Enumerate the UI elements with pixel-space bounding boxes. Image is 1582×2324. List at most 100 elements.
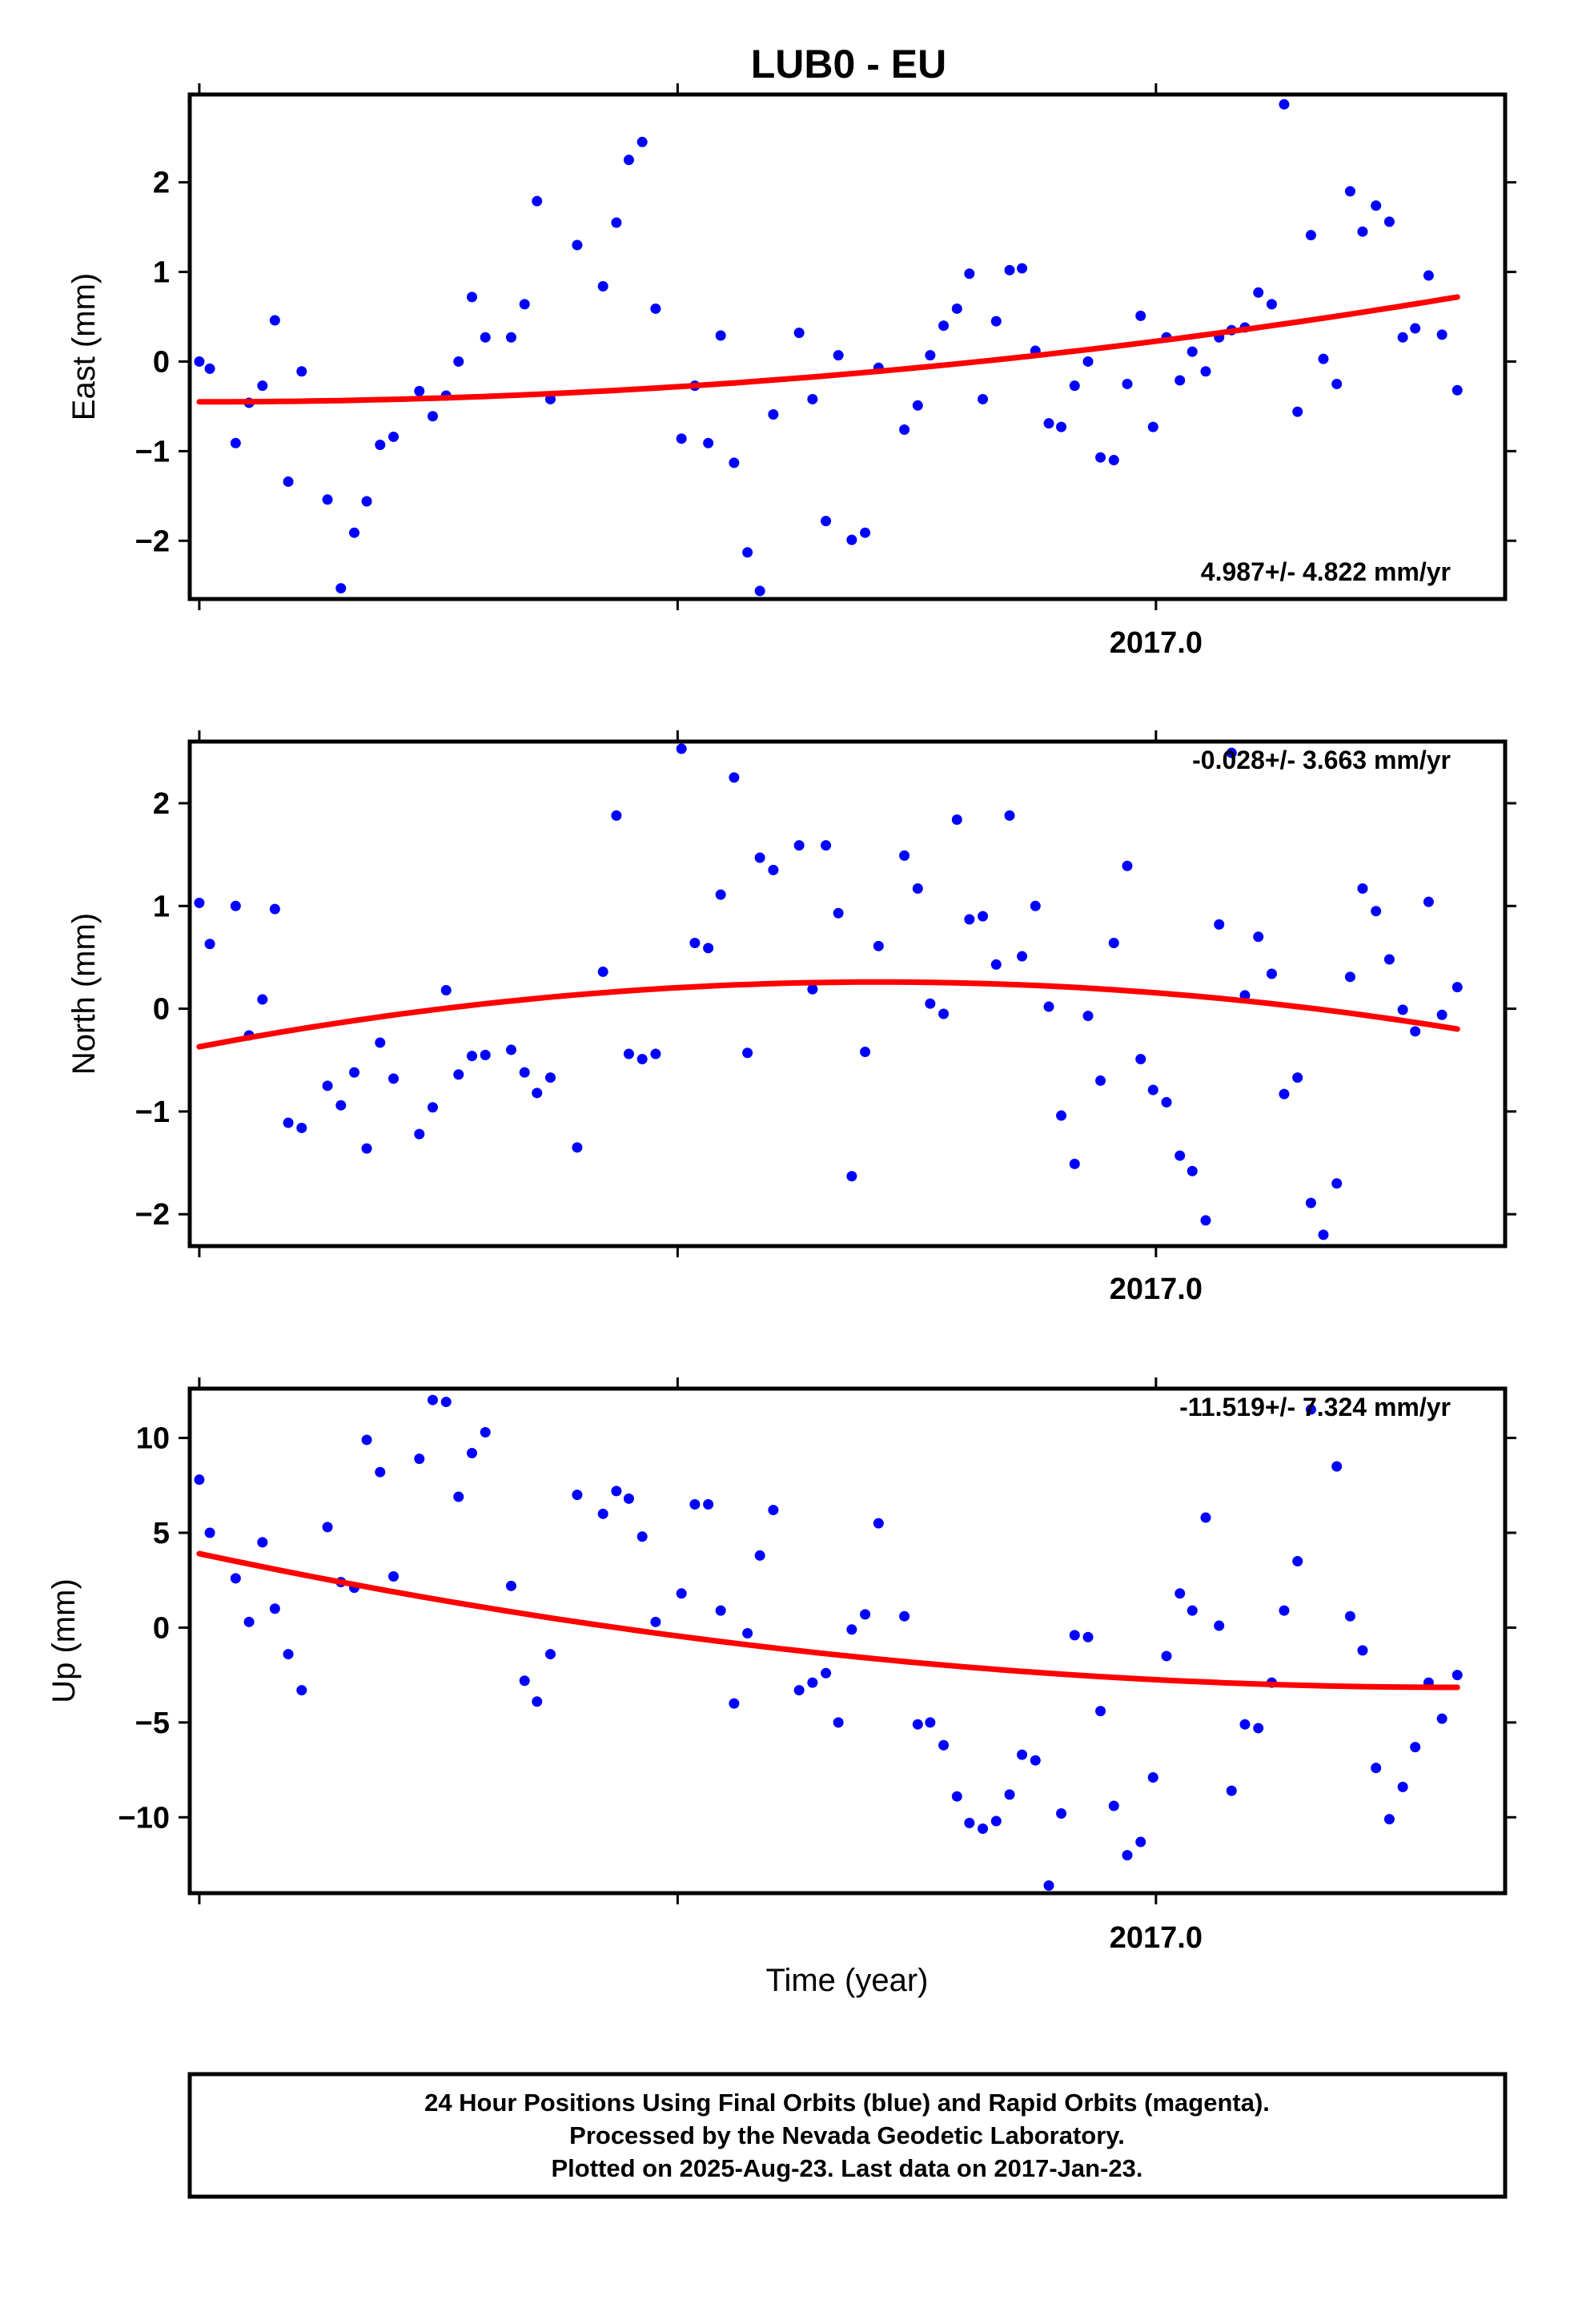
- data-point: [269, 903, 280, 915]
- data-point: [1082, 356, 1094, 367]
- data-point: [1410, 1026, 1421, 1037]
- data-point: [925, 1717, 936, 1728]
- data-point: [793, 840, 805, 851]
- data-point: [480, 332, 491, 343]
- data-point: [1436, 1009, 1447, 1020]
- data-point: [742, 547, 753, 558]
- data-point: [1095, 1075, 1106, 1086]
- data-point: [335, 583, 347, 594]
- data-point: [1279, 1088, 1290, 1100]
- data-point: [544, 1072, 556, 1084]
- data-point: [440, 985, 452, 996]
- data-point: [269, 315, 280, 326]
- data-point: [388, 1073, 400, 1084]
- data-point: [636, 1531, 648, 1542]
- data-point: [257, 380, 268, 392]
- data-point: [1069, 1630, 1080, 1641]
- y-tick-label: −5: [135, 1707, 170, 1740]
- data-point: [204, 363, 215, 374]
- data-point: [1344, 1610, 1355, 1622]
- data-point: [807, 1677, 818, 1688]
- data-point: [873, 940, 884, 951]
- y-tick-label: 1: [153, 890, 170, 923]
- data-point: [807, 983, 818, 995]
- x-tick-label: 2017.0: [1110, 626, 1203, 660]
- data-point: [821, 1667, 832, 1679]
- data-point: [821, 516, 832, 527]
- rate-label: -0.028+/- 3.663 mm/yr: [1192, 746, 1451, 774]
- data-point: [754, 852, 765, 863]
- data-point: [768, 1505, 779, 1516]
- data-point: [742, 1628, 753, 1639]
- data-point: [544, 1649, 556, 1660]
- fit-line: [196, 294, 1460, 405]
- data-point: [636, 1053, 648, 1064]
- data-point: [1279, 99, 1290, 110]
- chart-title: LUB0 - EU: [751, 42, 946, 86]
- data-point: [793, 328, 805, 339]
- data-point: [754, 1550, 765, 1561]
- rate-label: -11.519+/- 7.324 mm/yr: [1179, 1393, 1451, 1421]
- data-point: [1043, 1001, 1054, 1012]
- data-point: [572, 1490, 583, 1501]
- data-point: [1357, 226, 1368, 237]
- data-point: [742, 1047, 753, 1059]
- data-point: [912, 883, 923, 894]
- data-point: [650, 1048, 661, 1059]
- data-point: [1452, 1670, 1463, 1681]
- data-point: [611, 810, 622, 821]
- data-point: [597, 966, 608, 977]
- data-point: [873, 1518, 884, 1529]
- data-point: [375, 1466, 386, 1478]
- north-panel: 2017.0 −2 −1 0 1 2 North (mm) -0.028+/- 3.663 m…: [66, 730, 1516, 1306]
- data-point: [938, 1739, 950, 1751]
- data-point: [1452, 384, 1463, 396]
- data-point: [1095, 452, 1106, 463]
- data-point: [1214, 1620, 1225, 1631]
- data-point: [505, 332, 516, 343]
- y-tick-label: 0: [153, 345, 170, 379]
- data-point: [466, 1051, 477, 1062]
- y-tick-label: −1: [135, 435, 170, 468]
- data-point: [519, 1675, 530, 1687]
- data-point: [689, 937, 701, 948]
- data-point: [1161, 1096, 1172, 1108]
- data-point: [1122, 1850, 1133, 1861]
- data-point: [322, 494, 333, 505]
- data-point: [428, 1102, 439, 1113]
- data-point: [1266, 968, 1277, 979]
- data-point: [1423, 896, 1434, 907]
- data-point: [846, 534, 857, 545]
- data-point: [466, 1448, 477, 1459]
- data-point: [1226, 747, 1237, 758]
- data-point: [505, 1044, 516, 1055]
- data-point: [597, 1508, 608, 1519]
- data-point: [1331, 1461, 1343, 1472]
- data-point: [650, 1616, 661, 1627]
- data-point: [1043, 418, 1054, 429]
- data-point: [990, 1815, 1002, 1827]
- footer-line-3: Plotted on 2025-Aug-23. Last data on 201…: [551, 2154, 1142, 2182]
- data-point: [1383, 216, 1395, 227]
- data-point: [322, 1522, 333, 1533]
- data-point: [1226, 1785, 1237, 1796]
- data-point: [1108, 1800, 1119, 1811]
- data-point: [1436, 1713, 1447, 1724]
- y-axis-label: North (mm): [66, 913, 102, 1075]
- data-point: [194, 356, 205, 367]
- data-point: [860, 1609, 871, 1620]
- data-point: [1004, 810, 1015, 821]
- data-point: [611, 1486, 622, 1497]
- data-point: [230, 1573, 241, 1584]
- y-tick-label: 0: [153, 1611, 170, 1645]
- data-point: [414, 1128, 425, 1140]
- data-point: [1200, 1215, 1211, 1226]
- data-point: [978, 393, 989, 404]
- data-point: [912, 1719, 923, 1730]
- data-point: [466, 292, 477, 303]
- data-point: [938, 1008, 950, 1019]
- data-point: [1357, 1645, 1368, 1656]
- data-point: [1452, 982, 1463, 993]
- data-point: [204, 939, 215, 950]
- data-point: [703, 1498, 714, 1510]
